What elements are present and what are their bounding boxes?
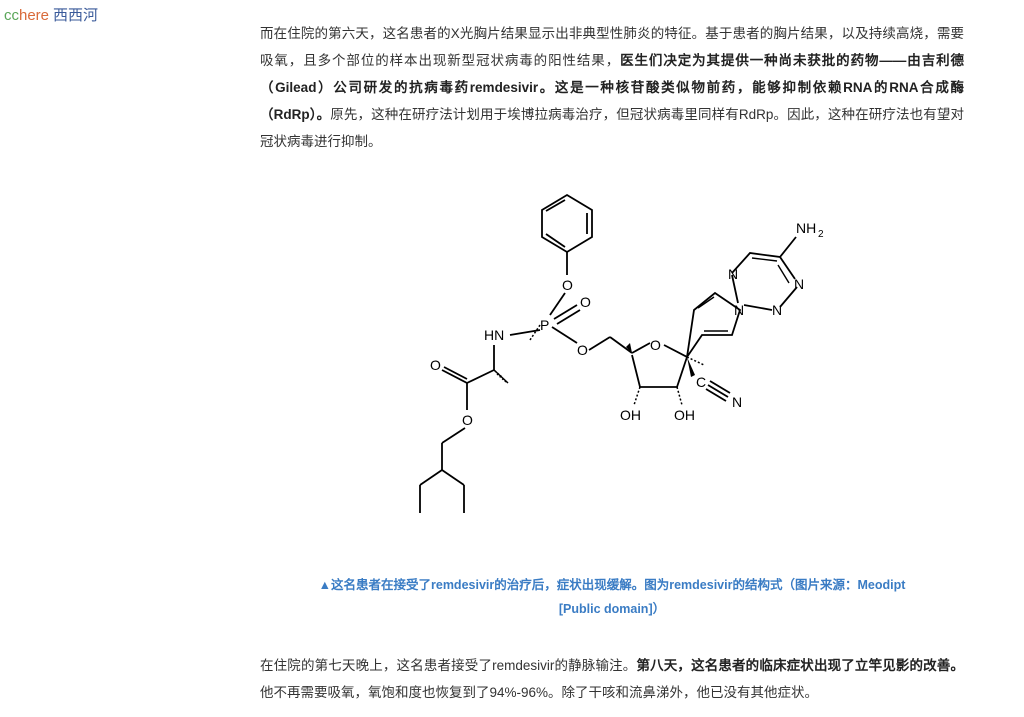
paragraph-1: 而在住院的第六天，这名患者的X光胸片结果显示出非典型性肺炎的特征。基于患者的胸片… xyxy=(260,20,964,155)
p2-bold: 第八天，这名患者的临床症状出现了立竿见影的改善。 xyxy=(636,658,964,673)
label-N3: N xyxy=(794,276,804,292)
p2-text-2: 他不再需要吸氧，氧饱和度也恢复到了94%-96%。除了干咳和流鼻涕外，他已没有其… xyxy=(260,685,818,700)
label-OH2: OH xyxy=(674,407,695,423)
label-O-phenyl: O xyxy=(562,277,573,293)
label-CN-N: N xyxy=(732,394,742,410)
label-O-P-dbl: O xyxy=(580,294,591,310)
label-O-ester: O xyxy=(462,412,473,428)
label-O-ring: O xyxy=(650,337,661,353)
remdesivir-structure-svg: O P O HN xyxy=(382,175,842,555)
watermark-here: here xyxy=(19,7,49,24)
label-N4: N xyxy=(728,266,738,282)
article-body: 而在住院的第六天，这名患者的X光胸片结果显示出非典型性肺炎的特征。基于患者的胸片… xyxy=(260,0,964,706)
watermark-cc: cc xyxy=(4,7,19,24)
label-HN: HN xyxy=(484,327,504,343)
label-OH1: OH xyxy=(620,407,641,423)
chemical-structure-figure: O P O HN xyxy=(260,175,964,564)
label-N-fused: N xyxy=(734,302,744,318)
site-watermark: cchere西西河 xyxy=(4,4,98,25)
label-O-link: O xyxy=(577,342,588,358)
p2-text-1: 在住院的第七天晚上，这名患者接受了remdesivir的静脉输注。 xyxy=(260,658,636,673)
figure-caption: ▲这名患者在接受了remdesivir的治疗后，症状出现缓解。图为remdesi… xyxy=(312,574,912,622)
label-O-carbonyl: O xyxy=(430,357,441,373)
label-NH2-sub: 2 xyxy=(818,229,824,240)
paragraph-2: 在住院的第七天晚上，这名患者接受了remdesivir的静脉输注。第八天，这名患… xyxy=(260,652,964,706)
label-P: P xyxy=(540,317,549,333)
p1-text-2: 原先，这种在研疗法计划用于埃博拉病毒治疗，但冠状病毒里同样有RdRp。因此，这种… xyxy=(260,107,964,149)
label-N2: N xyxy=(772,302,782,318)
label-CN-C: C xyxy=(696,374,706,390)
label-NH2: NH xyxy=(796,220,816,236)
watermark-cn: 西西河 xyxy=(53,7,98,24)
